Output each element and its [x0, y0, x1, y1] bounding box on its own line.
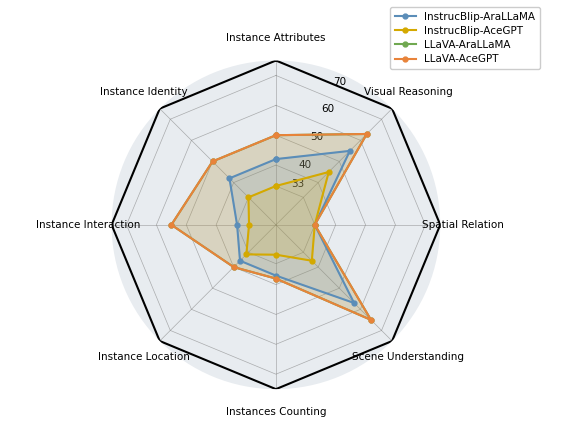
InstrucBlip-AceGPT — [308, 258, 315, 263]
Line: LLaVA-AraLLaMA: LLaVA-AraLLaMA — [169, 131, 373, 322]
InstrucBlip-AraLLaMA — [272, 156, 279, 162]
LLaVA-AraLLaMA — [168, 222, 175, 227]
Legend: InstrucBlip-AraLLaMA, InstrucBlip-AceGPT, LLaVA-AraLLaMA, LLaVA-AceGPT: InstrucBlip-AraLLaMA, InstrucBlip-AceGPT… — [389, 6, 540, 70]
InstrucBlip-AceGPT — [272, 184, 279, 189]
Polygon shape — [171, 134, 371, 320]
InstrucBlip-AraLLaMA — [272, 273, 279, 278]
Line: InstrucBlip-AceGPT: InstrucBlip-AceGPT — [244, 170, 331, 263]
InstrucBlip-AceGPT — [243, 252, 250, 257]
LLaVA-AraLLaMA — [311, 222, 318, 227]
LLaVA-AraLLaMA — [367, 317, 374, 322]
LLaVA-AceGPT — [168, 222, 175, 227]
InstrucBlip-AraLLaMA — [272, 156, 279, 162]
LLaVA-AraLLaMA — [272, 133, 279, 138]
InstrucBlip-AraLLaMA — [234, 222, 241, 227]
InstrucBlip-AceGPT — [245, 195, 252, 200]
LLaVA-AraLLaMA — [272, 133, 279, 138]
InstrucBlip-AceGPT — [272, 252, 279, 257]
LLaVA-AceGPT — [311, 222, 318, 227]
LLaVA-AraLLaMA — [363, 131, 370, 137]
Line: LLaVA-AceGPT: LLaVA-AceGPT — [169, 131, 373, 322]
LLaVA-AceGPT — [272, 133, 279, 138]
InstrucBlip-AraLLaMA — [346, 148, 353, 153]
InstrucBlip-AceGPT — [325, 170, 332, 175]
LLaVA-AraLLaMA — [272, 276, 279, 281]
LLaVA-AceGPT — [367, 317, 374, 322]
LLaVA-AraLLaMA — [209, 159, 216, 164]
InstrucBlip-AraLLaMA — [351, 301, 358, 306]
Polygon shape — [229, 151, 354, 303]
LLaVA-AceGPT — [272, 133, 279, 138]
InstrucBlip-AraLLaMA — [226, 176, 233, 181]
InstrucBlip-AraLLaMA — [311, 222, 318, 227]
InstrucBlip-AceGPT — [311, 222, 318, 227]
InstrucBlip-AraLLaMA — [237, 258, 244, 263]
InstrucBlip-AceGPT — [245, 222, 252, 227]
LLaVA-AceGPT — [272, 276, 279, 281]
LLaVA-AceGPT — [209, 159, 216, 164]
Polygon shape — [171, 134, 371, 320]
Line: InstrucBlip-AraLLaMA: InstrucBlip-AraLLaMA — [227, 148, 357, 305]
LLaVA-AraLLaMA — [230, 265, 237, 270]
InstrucBlip-AceGPT — [272, 184, 279, 189]
LLaVA-AceGPT — [230, 265, 237, 270]
LLaVA-AceGPT — [363, 131, 370, 137]
Polygon shape — [247, 172, 329, 261]
